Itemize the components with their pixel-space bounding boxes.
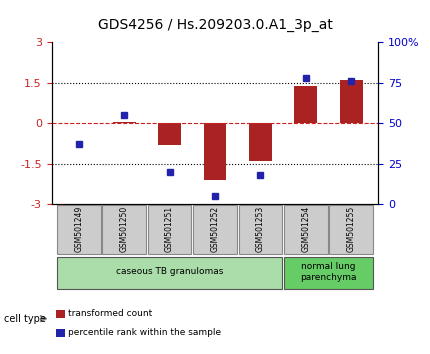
FancyBboxPatch shape	[329, 205, 373, 254]
Text: GSM501250: GSM501250	[120, 205, 129, 252]
FancyBboxPatch shape	[239, 205, 282, 254]
FancyBboxPatch shape	[284, 205, 328, 254]
Bar	[204, 124, 226, 180]
Text: GSM501251: GSM501251	[165, 206, 174, 252]
FancyBboxPatch shape	[57, 205, 101, 254]
Bar	[295, 86, 317, 124]
Text: GSM501253: GSM501253	[256, 205, 265, 252]
Text: GSM501255: GSM501255	[347, 205, 356, 252]
Text: GSM501252: GSM501252	[211, 206, 219, 252]
FancyBboxPatch shape	[148, 205, 191, 254]
Text: normal lung
parenchyma: normal lung parenchyma	[300, 262, 357, 281]
FancyBboxPatch shape	[102, 205, 146, 254]
Text: GSM501254: GSM501254	[301, 205, 310, 252]
Text: transformed count: transformed count	[68, 309, 152, 318]
Text: cell type: cell type	[4, 314, 46, 324]
FancyBboxPatch shape	[57, 257, 282, 289]
FancyBboxPatch shape	[284, 257, 373, 289]
Text: percentile rank within the sample: percentile rank within the sample	[68, 328, 221, 337]
FancyBboxPatch shape	[193, 205, 237, 254]
Bar	[158, 124, 181, 145]
Text: caseous TB granulomas: caseous TB granulomas	[116, 267, 223, 276]
Text: GDS4256 / Hs.209203.0.A1_3p_at: GDS4256 / Hs.209203.0.A1_3p_at	[98, 18, 332, 32]
Bar	[340, 80, 362, 124]
Bar	[249, 124, 272, 161]
Text: GSM501249: GSM501249	[74, 205, 83, 252]
Bar	[113, 122, 135, 124]
